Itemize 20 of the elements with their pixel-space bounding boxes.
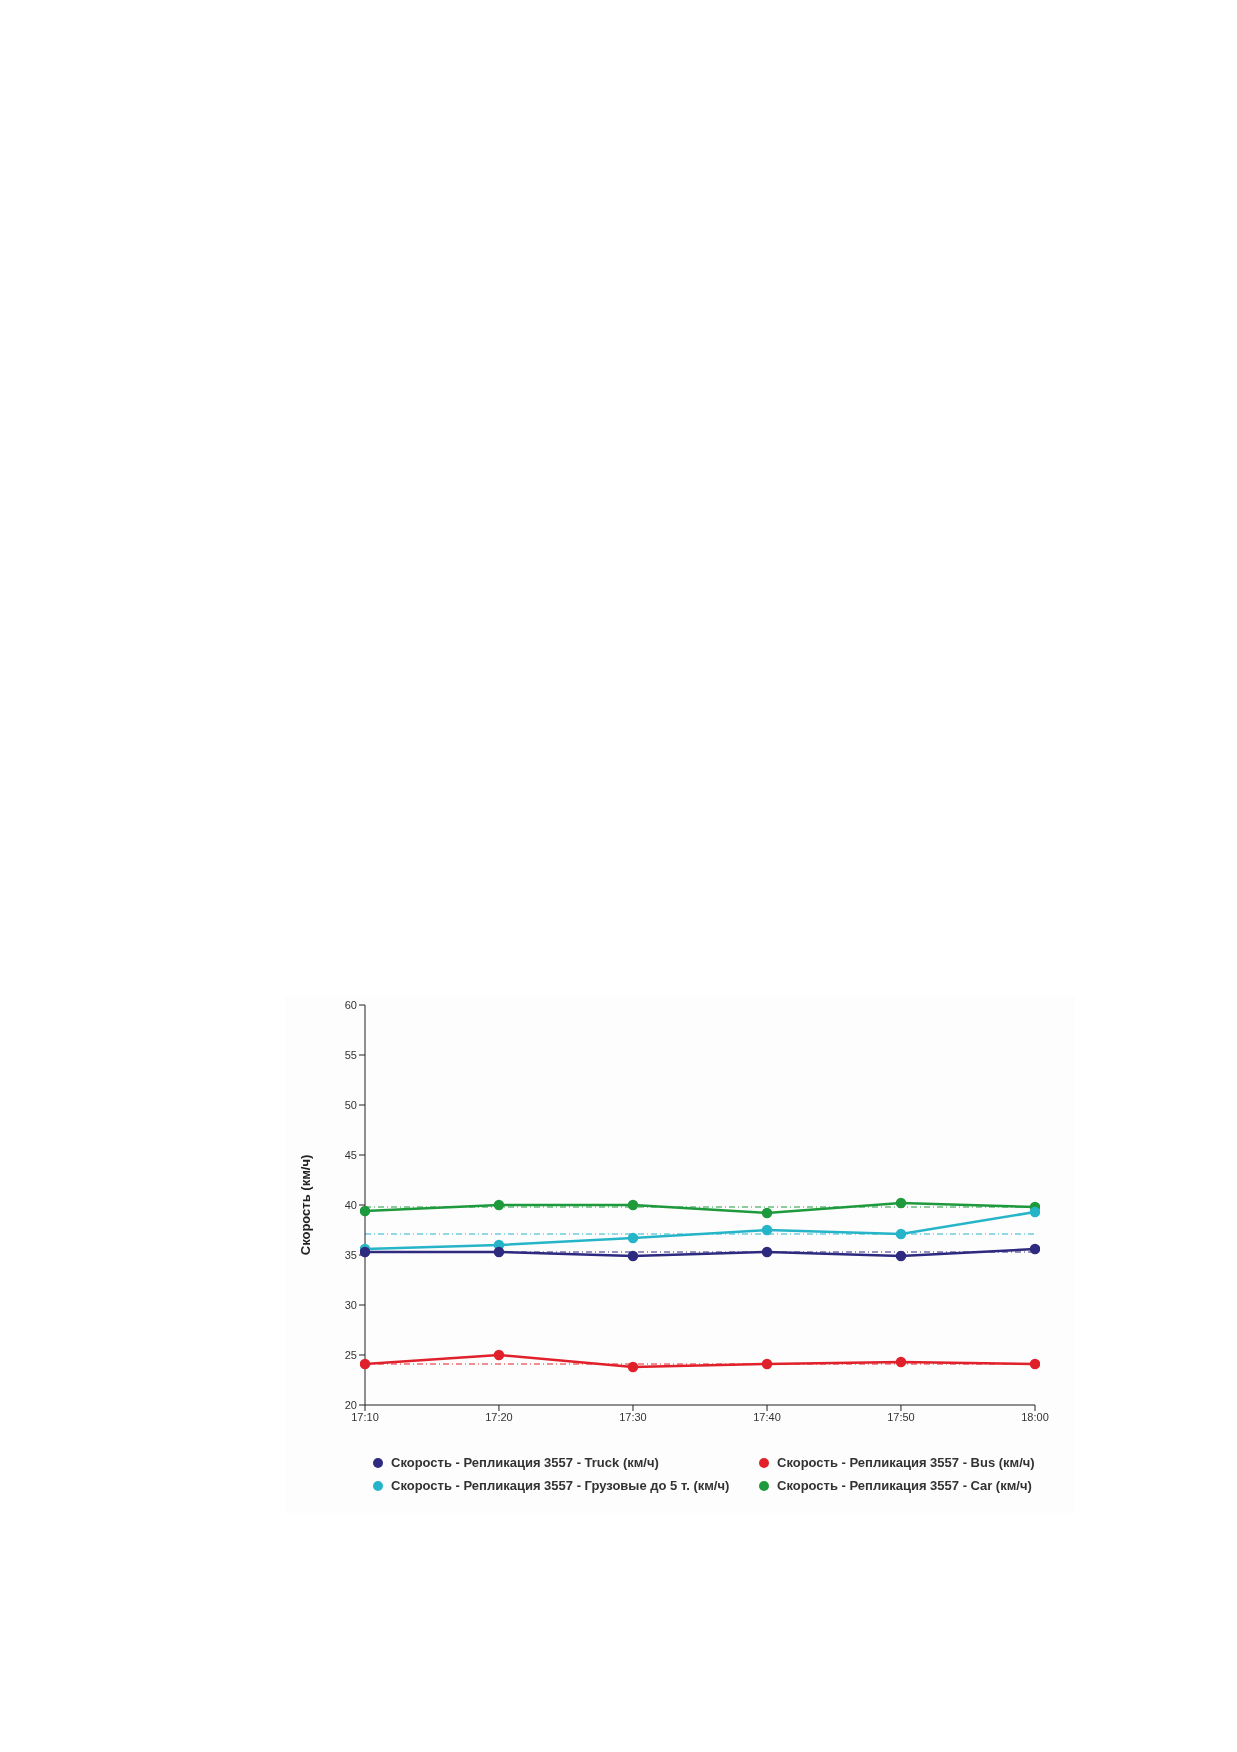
x-tick-label: 18:00	[1021, 1410, 1049, 1423]
y-tick-label: 30	[344, 1298, 357, 1311]
legend-label: Скорость - Репликация 3557 - Bus (км/ч)	[776, 1455, 1036, 1470]
y-tick-label: 35	[344, 1248, 357, 1261]
x-tick-label: 17:40	[753, 1410, 781, 1423]
x-tick-label: 17:10	[351, 1410, 379, 1423]
x-tick-label: 17:50	[887, 1410, 915, 1423]
x-tick-label: 17:30	[619, 1410, 647, 1423]
y-tick-label: 60	[344, 998, 357, 1011]
legend-label: Скорость - Репликация 3557 - Грузовые до 5 т. (км/ч)	[390, 1478, 731, 1493]
y-tick-label: 20	[344, 1398, 357, 1411]
y-tick-label: 45	[344, 1148, 357, 1161]
y-tick-label: 25	[344, 1348, 357, 1361]
y-tick-label: 40	[344, 1198, 357, 1211]
y-tick-label: 50	[344, 1098, 357, 1111]
y-tick-label: 55	[344, 1048, 357, 1061]
x-tick-label: 17:20	[485, 1410, 513, 1423]
y-axis-title: Скорость (км/ч)	[297, 1154, 313, 1256]
legend-label: Скорость - Репликация 3557 - Truck (км/ч)	[390, 1455, 660, 1470]
legend-label: Скорость - Репликация 3557 - Car (км/ч)	[776, 1478, 1033, 1493]
